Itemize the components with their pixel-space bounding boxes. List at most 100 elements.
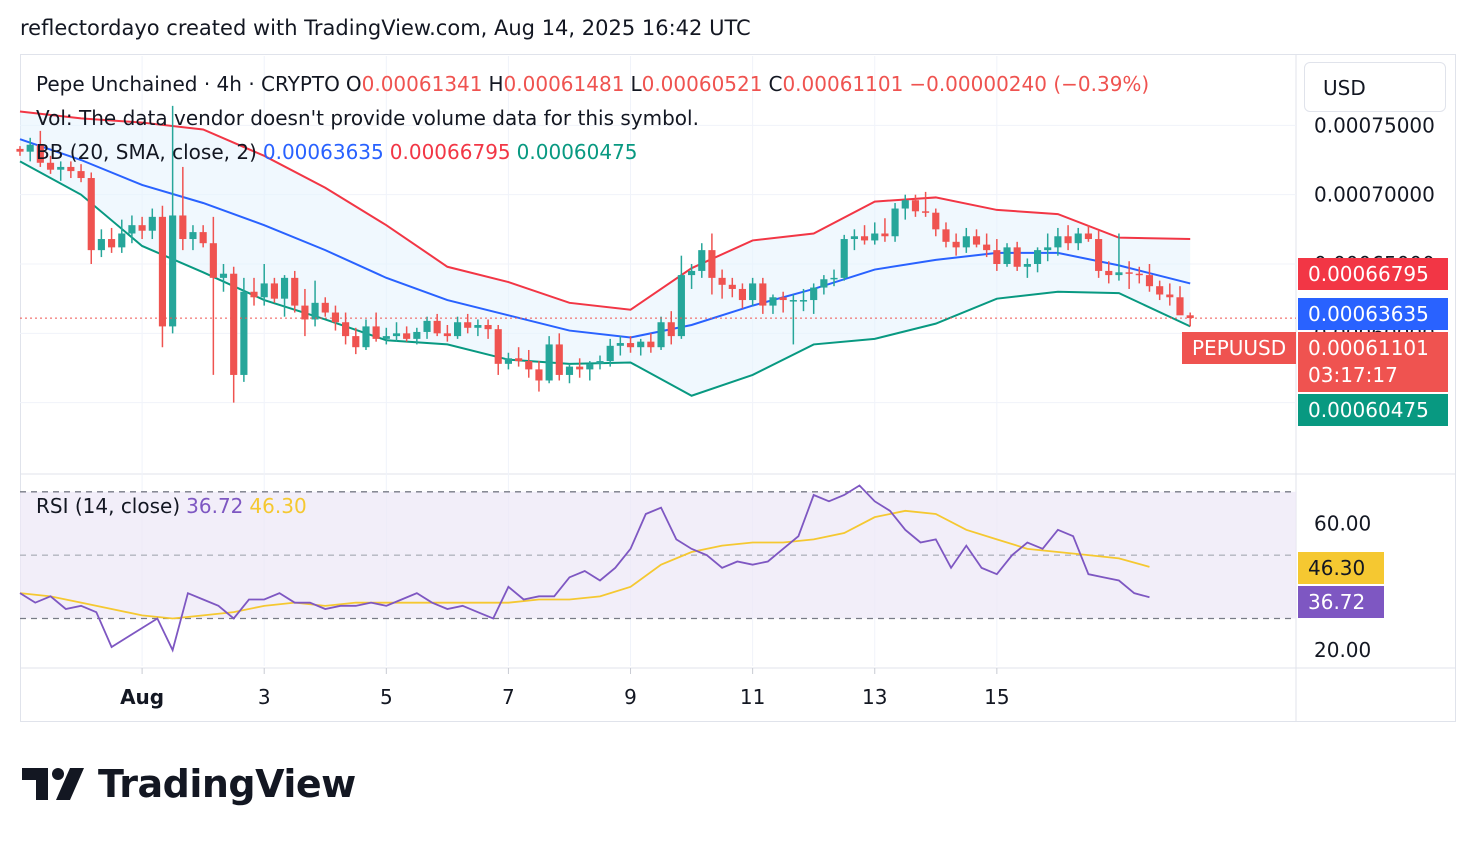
candle-body — [1105, 270, 1113, 276]
candle-body — [738, 288, 747, 301]
candle-body — [891, 208, 899, 237]
candle-body — [525, 361, 533, 370]
candle-body — [972, 236, 981, 245]
time-tick-label: Aug — [120, 685, 164, 709]
candle-body — [138, 225, 146, 231]
candle-body — [749, 283, 757, 301]
chart-attribution: reflectordayo created with TradingView.c… — [20, 16, 751, 40]
candle-body — [565, 366, 574, 375]
candle-body — [1186, 315, 1194, 319]
rsi-ma-tag: 46.30 — [1298, 552, 1384, 584]
candle-body — [881, 233, 889, 237]
candle-body — [1044, 247, 1052, 251]
candle-body — [1176, 297, 1184, 316]
candle-body — [392, 333, 401, 337]
candle-body — [189, 232, 197, 240]
candle-body — [789, 300, 797, 302]
high-value: 0.00061481 — [503, 72, 625, 96]
rsi-pane — [19, 484, 1296, 653]
rsi-line — [19, 484, 1150, 653]
candle-body — [769, 297, 777, 306]
candle-body — [494, 329, 502, 364]
candle-body — [576, 366, 584, 370]
open-label: O — [345, 72, 362, 96]
close-label: C — [768, 72, 783, 96]
candle-body — [840, 239, 848, 278]
candle-body — [219, 273, 228, 278]
candle-body — [728, 284, 736, 289]
time-tick-label: 3 — [258, 685, 271, 709]
last-price-tag: 0.00061101 03:17:17 — [1298, 332, 1448, 392]
candle-body — [311, 302, 319, 320]
candle-body — [850, 236, 858, 240]
candle-body — [158, 216, 167, 327]
candle-body — [87, 178, 95, 251]
candle-body — [1054, 236, 1062, 248]
candle-body — [484, 325, 492, 330]
candle-body — [250, 291, 258, 298]
candle-body — [169, 215, 177, 327]
candle-body — [118, 233, 126, 248]
time-tick-label: 13 — [862, 685, 887, 709]
candle-body — [586, 363, 594, 370]
candle-body — [423, 320, 431, 332]
candle-body — [779, 297, 787, 301]
candle-body — [474, 325, 482, 328]
close-value: 0.00061101 — [782, 72, 904, 96]
symbol-tag: PEPUUSD — [1182, 332, 1296, 364]
candle-body — [331, 312, 340, 323]
candle-body — [1013, 247, 1021, 267]
candle-body — [280, 277, 289, 299]
last-price-value: 0.00061101 — [1308, 336, 1429, 360]
candle-body — [301, 305, 309, 320]
rsi-tick-label: 60.00 — [1314, 512, 1371, 536]
tradingview-logo[interactable]: TradingView — [22, 762, 356, 806]
bb-band-fill — [20, 111, 1191, 396]
candle-body — [352, 336, 360, 348]
bb-upper-value: 0.00066795 — [389, 140, 511, 164]
candle-body — [860, 236, 869, 241]
candle-body — [1156, 286, 1164, 295]
bb-label[interactable]: BB (20, SMA, close, 2) — [36, 140, 257, 164]
time-tick-label: 15 — [984, 685, 1009, 709]
candle-body — [128, 225, 136, 234]
rsi-tag: 36.72 — [1298, 586, 1384, 618]
candle-body — [911, 200, 920, 212]
candle-body — [922, 211, 930, 213]
currency-button[interactable]: USD — [1304, 62, 1446, 112]
candle-body — [443, 333, 451, 337]
candle-body — [596, 361, 604, 364]
candle-body — [677, 275, 685, 337]
candle-body — [403, 333, 411, 339]
volume-note: Vol: The data vendor doesn't provide vol… — [36, 106, 699, 130]
candle-body — [759, 283, 767, 306]
candle-body — [830, 277, 838, 280]
candle-body — [199, 232, 207, 244]
candle-body — [515, 358, 523, 362]
candle-body — [453, 322, 462, 337]
candle-body — [46, 162, 55, 170]
rsi-value: 36.72 — [186, 494, 244, 518]
candle-body — [555, 344, 563, 375]
open-value: 0.00061341 — [361, 72, 483, 96]
candle-body — [342, 322, 350, 337]
candle-body — [535, 369, 543, 381]
candle-body — [708, 250, 716, 278]
rsi-label[interactable]: RSI (14, close) — [36, 494, 181, 518]
candle-body — [1145, 275, 1154, 287]
bb-lower-value: 0.00060475 — [516, 140, 638, 164]
candle-body — [179, 215, 187, 240]
candle-body — [372, 326, 380, 339]
candle-body — [871, 233, 879, 241]
candle-body — [616, 343, 624, 346]
candle-body — [270, 283, 278, 299]
rsi-tick-label: 20.00 — [1314, 638, 1371, 662]
candle-body — [291, 277, 299, 306]
candle-body — [382, 336, 390, 339]
candle-body — [688, 270, 696, 276]
tradingview-wordmark: TradingView — [98, 762, 356, 806]
symbol-label[interactable]: Pepe Unchained · 4h · CRYPTO — [36, 72, 340, 96]
candle-body — [321, 302, 329, 313]
candle-body — [1074, 233, 1082, 244]
